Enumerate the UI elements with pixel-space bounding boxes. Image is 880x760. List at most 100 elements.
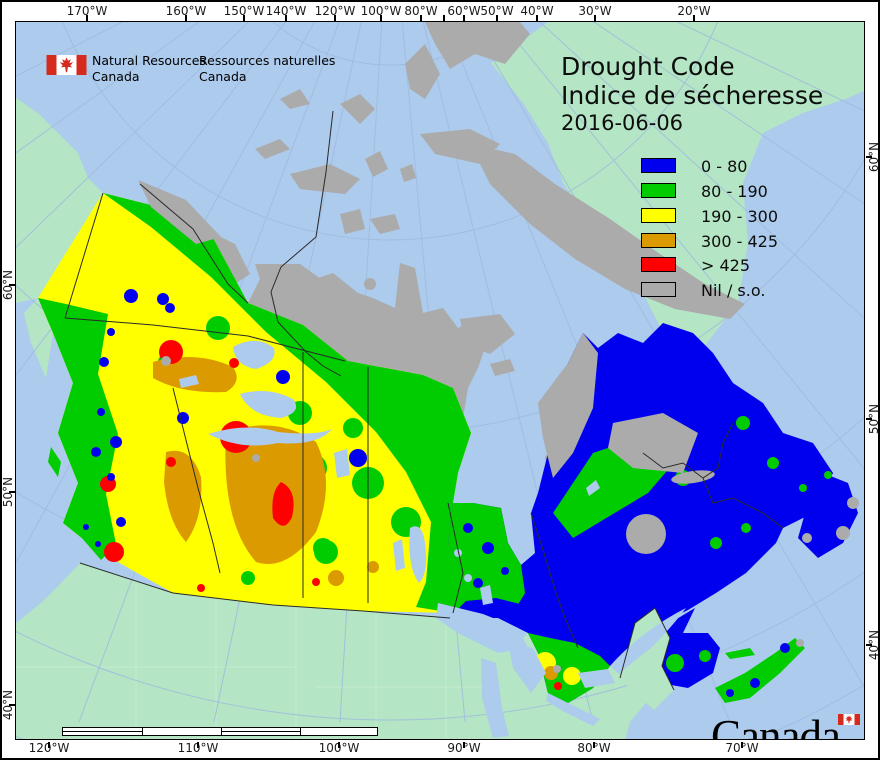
great-bear-lake [233,340,275,369]
ellesmere-island [425,22,530,69]
lake-winnipeg [409,526,427,583]
legend-swatch-yellow [641,208,676,223]
lake-winnipegosis [393,539,405,571]
lon-label-bottom: 80°W [577,741,611,755]
legend-swatch-red [641,257,676,272]
canada-us-border [79,562,451,619]
somerset-island [370,214,400,234]
legend-item: Nil / s.o. [641,281,864,307]
yukon-nwt-border [139,183,249,304]
lon-label-bottom: 110°W [177,741,219,755]
reindeer-lake [334,449,350,478]
vancouver-island [68,512,111,560]
maine-border [619,607,675,691]
scale-tick-1000: 1000 [190,739,250,740]
nwt-nunavut-border [270,110,342,377]
title-date: 2016-06-06 [561,111,684,135]
cornwallis-island [400,164,416,182]
canada-drought-map [16,22,864,739]
lake-huron [508,643,546,693]
scale-tick-1500: 1500 [269,739,329,740]
scale-bar: 0 500 1000 1500 2000 km [62,727,378,736]
lon-label-top: 160°W [165,4,207,18]
lon-label-bottom: 120°W [28,741,70,755]
legend-swatch-green [641,183,676,198]
admin-borders [64,110,784,691]
title-french: Indice de sécheresse [561,81,824,110]
canada-flag-icon [46,55,87,75]
scale-tick-0: 0 [34,739,94,740]
lon-label-top: 50°W [480,4,514,18]
lon-label-top: 40°W [520,4,554,18]
scale-unit: km [437,739,453,740]
legend-item: > 425 [641,256,864,282]
east-canada-region [448,323,833,703]
great-slave-lake [240,390,297,418]
lesser-slave-lake [179,375,199,388]
lon-label-top: 120°W [314,4,356,18]
coats-island [490,359,515,376]
ellef-ringnes-island [340,94,375,124]
map-canvas: Natural Resources Canada Ressources natu… [15,21,865,740]
ontario-quebec-border [530,512,579,649]
king-william-island [364,278,376,290]
lakes [179,340,686,738]
sixtieth-parallel-border [64,317,346,362]
legend-item: 300 - 425 [641,232,864,258]
legend-label: 0 - 80 [701,157,748,176]
alaska-panhandle [24,298,53,378]
lake-michigan [481,658,509,738]
legend-swatch-nil [641,282,676,297]
lon-label-top: 60°W [447,4,481,18]
nova-scotia [715,638,805,703]
lake-athabasca [208,427,332,446]
scale-tick-500: 500 [111,739,171,740]
map-title: Drought Code Indice de sécheresse 2016-0… [561,52,823,137]
prince-edward-island [725,648,755,659]
lon-label-top: 20°W [677,4,711,18]
lake-superior [436,603,528,653]
borden-island [280,89,310,109]
title-english: Drought Code [561,52,735,81]
lake-nipigon [480,585,493,605]
us-state-borders [16,584,486,739]
dept-name-english: Natural Resources Canada [92,53,206,84]
legend-label: 300 - 425 [701,232,779,251]
legend-item: 80 - 190 [641,182,864,208]
lon-label-top: 150°W [223,4,265,18]
legend-item: 0 - 80 [641,157,864,183]
lake-erie [546,693,600,726]
legend-label: 190 - 300 [701,207,779,226]
axel-heiberg-island [405,44,440,99]
haida-gwaii [48,447,61,477]
bc-alberta-border [172,387,221,574]
southampton-island [460,314,515,354]
dept-name-french: Ressources naturelles Canada [199,53,336,84]
lake-mistassini [586,480,600,496]
manitoba-ontario-border [447,502,464,614]
canada-wordmark: Canada [711,711,841,740]
st-lawrence-river [610,608,686,674]
legend-swatch-blue [641,158,676,173]
legend-item: 190 - 300 [641,207,864,233]
alaska-border [64,192,104,319]
legend-label: Nil / s.o. [701,281,766,300]
prince-patrick-island [255,139,290,159]
lon-label-bottom: 90°W [447,741,481,755]
arctic-nil-region [205,22,745,473]
legend-label: 80 - 190 [701,182,768,201]
banks-island [205,229,250,284]
bathurst-island [365,151,388,177]
lon-label-top: 100°W [360,4,402,18]
lon-label-top: 140°W [265,4,307,18]
lon-label-top: 170°W [66,4,108,18]
wordmark-flag-icon [838,714,860,725]
legend-swatch-orange [641,233,676,248]
legend-label: > 425 [701,256,751,275]
prince-of-wales-island [340,209,365,234]
baffin-island [470,144,745,319]
lake-ontario [578,669,615,688]
lon-label-top: 80°W [404,4,438,18]
greenland [491,22,864,348]
